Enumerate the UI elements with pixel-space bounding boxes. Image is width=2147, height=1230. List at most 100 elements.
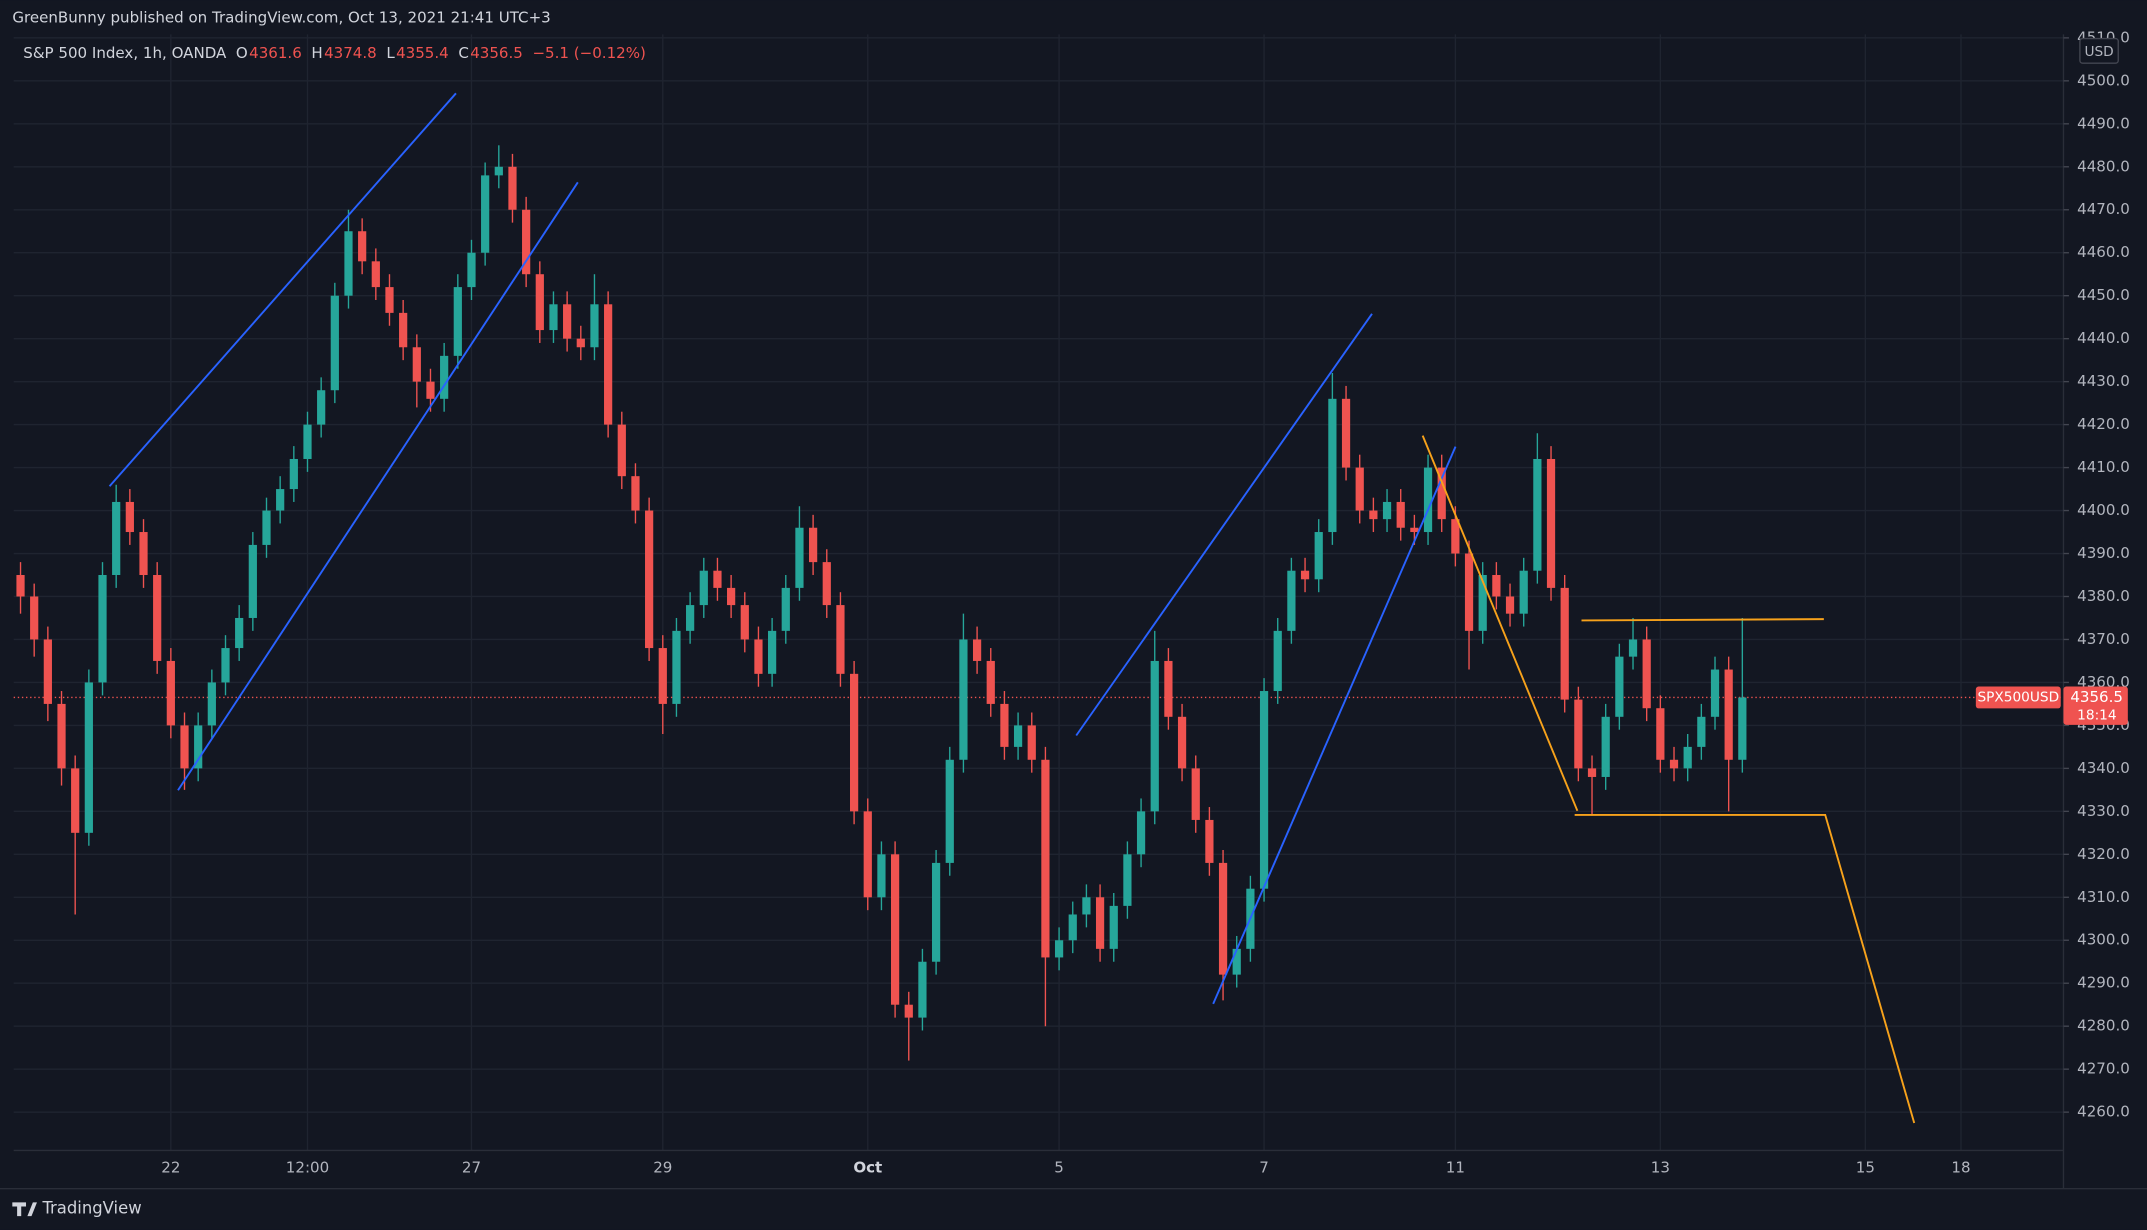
symbol-label-box (1975, 686, 2061, 709)
candle-body (84, 682, 93, 833)
candle-body (1027, 725, 1036, 760)
candle-body (849, 673, 859, 812)
candle-body (740, 605, 749, 640)
candle-body (1587, 768, 1597, 777)
y-tick-label: 4360.0 (2077, 673, 2130, 691)
candle-body (1232, 948, 1241, 975)
candle-body (686, 605, 695, 631)
x-tick-label: 12:00 (286, 1159, 329, 1177)
candle-body (1068, 914, 1077, 941)
candle-body (1437, 467, 1446, 520)
candle-body (1464, 553, 1474, 631)
candle-body (1560, 587, 1569, 700)
candle-body (412, 347, 421, 382)
candle-body (1574, 699, 1583, 769)
candle-body (768, 630, 777, 674)
candle-body (1533, 458, 1542, 571)
y-tick-label: 4340.0 (2077, 759, 2130, 777)
projection-path[interactable] (1574, 813, 1916, 1124)
trend-line[interactable] (1075, 313, 1373, 737)
legend-value: 4374.8 (324, 44, 377, 62)
candle-body (139, 532, 148, 576)
y-tick-label: 4380.0 (2077, 587, 2130, 605)
candle-body (727, 587, 736, 606)
currency: USD (2084, 44, 2113, 60)
legend-key: H (311, 44, 322, 62)
candle-body (1218, 862, 1228, 975)
legend-key: O (236, 44, 248, 62)
x-tick-label: 15 (1856, 1159, 1875, 1177)
x-tick-label: 11 (1446, 1159, 1465, 1177)
y-tick-label: 4300.0 (2077, 931, 2130, 949)
candle-body (344, 231, 353, 296)
candle-body (43, 639, 52, 704)
candle-body (563, 304, 572, 339)
candle-body (713, 570, 722, 588)
countdown-label: 18:14 (2077, 707, 2116, 723)
y-tick-label: 4460.0 (2077, 243, 2130, 261)
candle-body (1205, 819, 1214, 863)
legend-value: 4361.6 (249, 44, 302, 62)
candle-body (535, 274, 544, 331)
candle-body (549, 304, 558, 331)
candle-body (617, 424, 626, 477)
trend-line[interactable] (1421, 435, 1579, 812)
x-tick-label: 18 (1951, 1159, 1970, 1177)
trend-line[interactable] (1212, 446, 1457, 1005)
horizontal-line[interactable] (1581, 618, 1824, 622)
candle-body (959, 639, 968, 760)
candle-body (385, 287, 394, 313)
candles (16, 145, 1747, 1061)
candle-body (98, 575, 107, 683)
candle-body (508, 166, 517, 210)
candle-body (1328, 398, 1337, 533)
logo (12, 1202, 37, 1217)
candle-body (795, 527, 804, 588)
candle-body (180, 725, 189, 769)
candle-body (645, 510, 654, 649)
candle-body (890, 854, 900, 1005)
brand: TradingView (12, 1199, 142, 1218)
x-tick-label: 7 (1259, 1159, 1269, 1177)
candle-body (1355, 467, 1364, 511)
candle-body (1669, 759, 1679, 769)
candle-body (16, 575, 25, 597)
candle-body (1615, 656, 1624, 717)
candle-body (1041, 759, 1050, 958)
legend-change: −5.1 (−0.12%) (532, 44, 645, 62)
candle-body (1697, 716, 1706, 747)
candle-body (522, 209, 531, 275)
trend-line[interactable] (177, 181, 579, 791)
y-tick-label: 4470.0 (2077, 200, 2130, 218)
candle-body (248, 544, 257, 618)
candle-body (1451, 519, 1460, 554)
candle-body (1601, 716, 1610, 777)
candle-body (822, 562, 831, 606)
candle-body (877, 854, 886, 898)
y-tick-label: 4290.0 (2077, 974, 2130, 992)
candle-body (1259, 691, 1269, 889)
candle-body (1013, 725, 1023, 747)
candle-body (972, 639, 982, 661)
x-tick-label: Oct (853, 1159, 882, 1177)
candle-body (1724, 669, 1733, 760)
candle-body (112, 501, 121, 576)
candle-body (358, 231, 367, 262)
price-label: 4356.5 (2070, 688, 2123, 706)
candle-body (166, 660, 175, 726)
y-tick-label: 4280.0 (2077, 1017, 2130, 1035)
candle-body (207, 682, 216, 726)
candle-body (125, 501, 134, 533)
candle-body (494, 166, 503, 176)
y-tick-label: 4400.0 (2077, 501, 2130, 519)
y-tick-label: 4320.0 (2077, 845, 2130, 863)
candle-body (1423, 467, 1433, 533)
symbol-label: SPX500USD (1977, 689, 2059, 705)
trend-line[interactable] (108, 92, 457, 487)
candle-body (426, 381, 435, 399)
candle-body (276, 489, 285, 511)
candle-body (1642, 639, 1651, 709)
candle-body (371, 261, 380, 288)
candle-body (1082, 897, 1091, 915)
